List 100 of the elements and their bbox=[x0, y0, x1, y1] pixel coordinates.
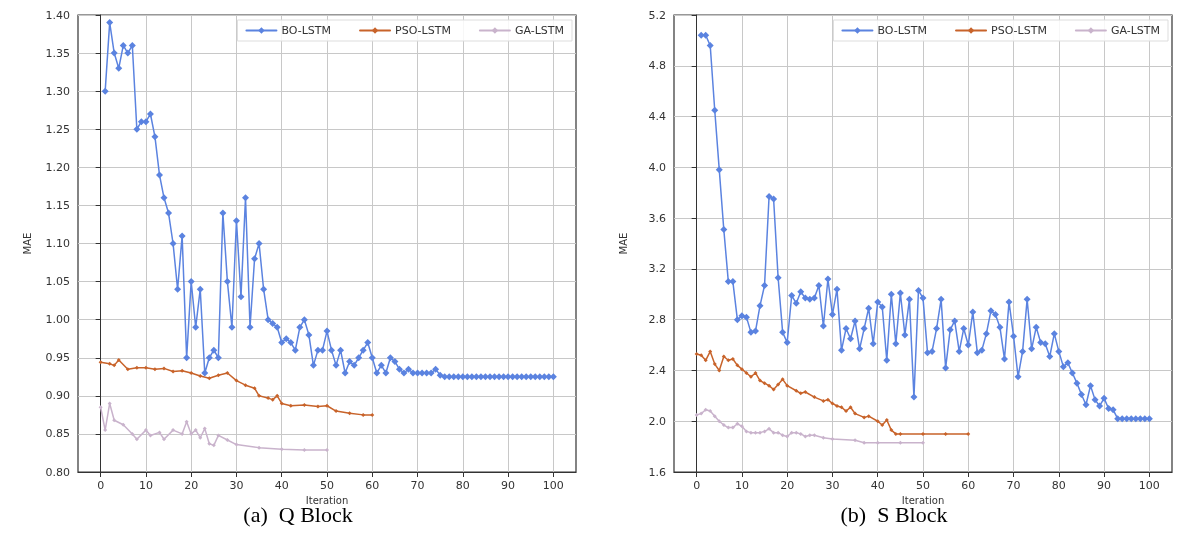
x-tick-label: 0 bbox=[693, 479, 701, 492]
point bbox=[893, 431, 898, 436]
point bbox=[798, 431, 803, 436]
point bbox=[730, 357, 735, 362]
point bbox=[884, 417, 889, 422]
point bbox=[211, 443, 216, 448]
point bbox=[758, 378, 763, 383]
x-tick-label: 40 bbox=[274, 479, 289, 492]
y-tick-label: 1.35 bbox=[45, 46, 70, 60]
legend-label: PSO-LSTM bbox=[395, 24, 451, 37]
point bbox=[717, 419, 722, 424]
y-tick-label: 4.8 bbox=[648, 59, 666, 73]
point bbox=[889, 428, 894, 433]
point bbox=[270, 397, 275, 402]
y-tick-label: 1.30 bbox=[45, 84, 70, 98]
point bbox=[830, 401, 835, 406]
point bbox=[798, 391, 803, 396]
point bbox=[708, 349, 713, 354]
x-tick-label: 90 bbox=[1097, 479, 1112, 492]
point bbox=[726, 425, 731, 430]
point bbox=[771, 430, 776, 435]
legend-label: GA-LSTM bbox=[514, 24, 565, 37]
x-tick-label: 50 bbox=[916, 479, 930, 492]
y-tick-label: 2.0 bbox=[648, 414, 666, 428]
point bbox=[726, 358, 731, 363]
point bbox=[735, 421, 740, 426]
point bbox=[821, 398, 826, 403]
point bbox=[112, 363, 117, 368]
y-tick-label: 4.0 bbox=[648, 160, 666, 174]
point bbox=[830, 436, 835, 441]
point bbox=[325, 403, 329, 408]
x-tick-label: 90 bbox=[501, 479, 516, 492]
point bbox=[266, 396, 271, 401]
x-tick-label: 100 bbox=[542, 479, 564, 492]
point bbox=[825, 397, 830, 402]
point bbox=[921, 431, 925, 436]
point bbox=[866, 414, 871, 419]
point bbox=[234, 378, 239, 383]
point bbox=[875, 440, 880, 445]
point bbox=[703, 358, 708, 363]
point bbox=[143, 428, 148, 433]
point bbox=[234, 442, 239, 447]
point bbox=[257, 445, 262, 450]
point bbox=[361, 412, 366, 417]
y-tick-label: 3.2 bbox=[648, 262, 666, 276]
point bbox=[180, 368, 185, 373]
y-tick-label: 1.15 bbox=[45, 198, 70, 212]
point bbox=[853, 411, 858, 416]
y-tick-label: 5.2 bbox=[648, 8, 666, 22]
point bbox=[325, 447, 329, 452]
y-tick-label: 0.95 bbox=[45, 351, 70, 365]
point bbox=[966, 431, 971, 436]
point bbox=[98, 360, 103, 365]
point bbox=[880, 423, 885, 428]
x-tick-label: 60 bbox=[961, 479, 976, 492]
point bbox=[794, 388, 799, 393]
point bbox=[370, 412, 375, 417]
x-tick-label: 20 bbox=[780, 479, 795, 492]
point bbox=[148, 433, 153, 438]
point bbox=[112, 418, 117, 423]
point bbox=[162, 437, 167, 442]
point bbox=[776, 430, 781, 435]
point bbox=[771, 387, 776, 392]
point bbox=[862, 415, 867, 420]
point bbox=[921, 440, 925, 445]
point bbox=[839, 405, 844, 410]
point bbox=[121, 422, 126, 427]
point bbox=[812, 395, 817, 400]
point bbox=[753, 370, 758, 375]
point bbox=[189, 370, 194, 375]
point bbox=[794, 430, 799, 435]
point bbox=[807, 433, 812, 438]
x-tick-label: 20 bbox=[184, 479, 199, 492]
point bbox=[753, 430, 758, 435]
point bbox=[762, 429, 767, 434]
point bbox=[207, 376, 212, 381]
x-tick-label: 100 bbox=[1138, 479, 1160, 492]
point bbox=[157, 430, 162, 435]
point bbox=[848, 405, 853, 410]
point bbox=[758, 430, 763, 435]
point bbox=[134, 437, 139, 442]
y-tick-label: 0.80 bbox=[45, 465, 70, 479]
point bbox=[302, 447, 307, 452]
y-tick-label: 1.25 bbox=[45, 122, 70, 136]
point bbox=[315, 404, 320, 409]
point bbox=[125, 367, 130, 372]
point bbox=[162, 366, 167, 371]
point bbox=[225, 370, 230, 375]
point bbox=[721, 354, 726, 359]
point bbox=[207, 441, 212, 446]
point bbox=[202, 426, 207, 431]
point bbox=[821, 435, 826, 440]
point bbox=[834, 403, 839, 408]
point bbox=[699, 411, 704, 416]
point bbox=[279, 447, 284, 452]
y-tick-label: 1.6 bbox=[648, 465, 666, 479]
point bbox=[943, 431, 948, 436]
x-tick-label: 80 bbox=[455, 479, 470, 492]
point bbox=[739, 424, 744, 429]
point bbox=[739, 367, 744, 372]
